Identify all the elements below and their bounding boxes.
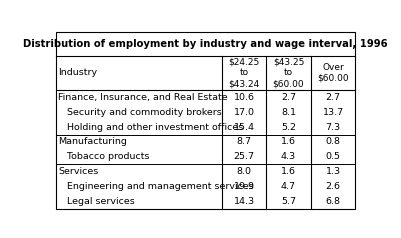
Text: Industry: Industry xyxy=(58,69,97,77)
Text: $43.25
to
$60.00: $43.25 to $60.00 xyxy=(273,58,304,88)
Text: 5.2: 5.2 xyxy=(281,123,296,132)
Text: 2.6: 2.6 xyxy=(326,182,340,191)
Text: Over
$60.00: Over $60.00 xyxy=(317,63,349,83)
Text: 4.7: 4.7 xyxy=(281,182,296,191)
Text: Tobacco products: Tobacco products xyxy=(58,152,150,161)
Text: 13.7: 13.7 xyxy=(322,108,344,117)
Text: 2.7: 2.7 xyxy=(326,93,340,102)
Text: 10.6: 10.6 xyxy=(234,93,255,102)
Text: 19.9: 19.9 xyxy=(234,182,255,191)
Text: 1.6: 1.6 xyxy=(281,137,296,146)
Text: 8.7: 8.7 xyxy=(237,137,252,146)
Text: Finance, Insurance, and Real Estate: Finance, Insurance, and Real Estate xyxy=(58,93,228,102)
Text: 2.7: 2.7 xyxy=(281,93,296,102)
Text: 25.7: 25.7 xyxy=(234,152,255,161)
Text: Services: Services xyxy=(58,167,99,176)
Text: 1.6: 1.6 xyxy=(281,167,296,176)
Text: Security and commodity brokers: Security and commodity brokers xyxy=(58,108,222,117)
Text: 17.0: 17.0 xyxy=(234,108,255,117)
Text: 4.3: 4.3 xyxy=(281,152,296,161)
Text: Engineering and management services: Engineering and management services xyxy=(58,182,254,191)
Text: Manufacturing: Manufacturing xyxy=(58,137,127,146)
Text: 0.5: 0.5 xyxy=(326,152,340,161)
Text: $24.25
to
$43.24: $24.25 to $43.24 xyxy=(229,58,260,88)
Text: Distribution of employment by industry and wage interval, 1996: Distribution of employment by industry a… xyxy=(23,39,388,49)
Text: 1.3: 1.3 xyxy=(326,167,340,176)
Text: 8.1: 8.1 xyxy=(281,108,296,117)
Text: 8.0: 8.0 xyxy=(237,167,252,176)
Text: Legal services: Legal services xyxy=(58,197,135,206)
Text: 15.4: 15.4 xyxy=(234,123,255,132)
Text: 7.3: 7.3 xyxy=(326,123,340,132)
Text: 5.7: 5.7 xyxy=(281,197,296,206)
Text: Holding and other investment offices: Holding and other investment offices xyxy=(58,123,243,132)
Text: 6.8: 6.8 xyxy=(326,197,340,206)
Text: 0.8: 0.8 xyxy=(326,137,340,146)
Text: 14.3: 14.3 xyxy=(234,197,255,206)
